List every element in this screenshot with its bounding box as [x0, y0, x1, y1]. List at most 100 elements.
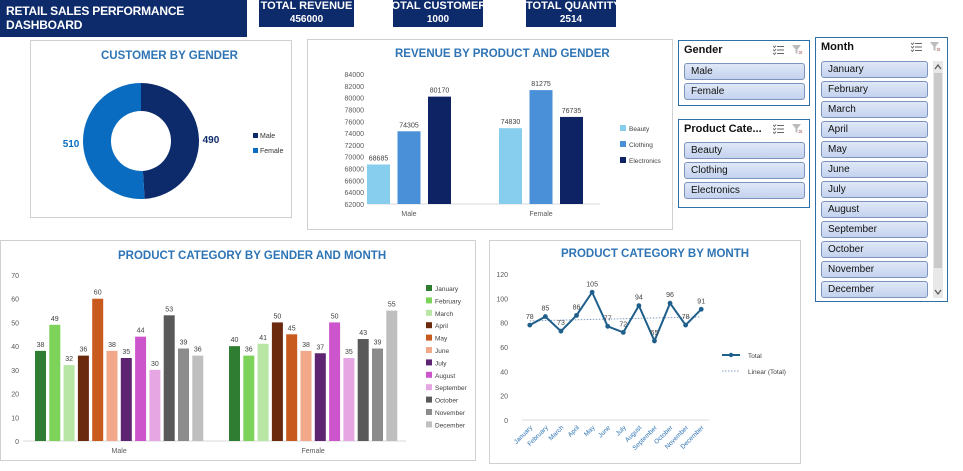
- legend-swatch: [253, 133, 258, 138]
- bar-data-label: 36: [80, 347, 88, 354]
- multi-select-icon[interactable]: [773, 45, 784, 55]
- slicer-item-march[interactable]: March: [821, 101, 928, 118]
- kpi-value: 456000: [289, 14, 324, 25]
- y-tick-label: 100: [496, 296, 508, 303]
- clear-filter-icon[interactable]: [792, 45, 803, 55]
- clear-filter-icon[interactable]: [930, 42, 941, 52]
- slicer-item-november[interactable]: November: [821, 261, 928, 278]
- slicer-item-beauty[interactable]: Beauty: [684, 142, 805, 159]
- bar-may-male: [92, 298, 104, 441]
- slicer-item-june[interactable]: June: [821, 161, 928, 178]
- y-tick-label: 64000: [345, 190, 365, 197]
- clear-filter-icon[interactable]: [792, 124, 803, 134]
- bar-data-label: 50: [331, 313, 339, 320]
- gender-donut-chart: 490 510 Male Female: [63, 83, 283, 199]
- total-point-november: [683, 322, 689, 328]
- donut-data-label: 490: [203, 135, 220, 146]
- slicer-item-male[interactable]: Male: [684, 63, 805, 80]
- legend-label: February: [435, 298, 462, 305]
- point-data-label: 77: [604, 315, 612, 322]
- point-data-label: 94: [635, 295, 643, 302]
- y-tick-label: 62000: [345, 202, 365, 209]
- slicer-item-august[interactable]: August: [821, 201, 928, 218]
- slicer-item-january[interactable]: January: [821, 61, 928, 78]
- x-tick-label: March: [548, 424, 566, 442]
- multi-select-icon[interactable]: [911, 42, 922, 52]
- slicer-item-may[interactable]: May: [821, 141, 928, 158]
- slicer-item-december[interactable]: December: [821, 281, 928, 298]
- total-series-line: [529, 290, 702, 344]
- slicer-item-october[interactable]: October: [821, 241, 928, 258]
- y-tick-label: 74000: [345, 131, 365, 138]
- bar-data-label: 39: [180, 340, 188, 347]
- bar-september-female: [343, 358, 355, 441]
- y-tick-label: 60: [500, 345, 508, 352]
- legend-swatch-marker: [728, 352, 734, 358]
- donut-slice-female: [82, 83, 145, 199]
- slicer-item-april[interactable]: April: [821, 121, 928, 138]
- legend-label: March: [435, 311, 453, 318]
- bar-july-male: [120, 358, 132, 441]
- x-tick-label: Female: [529, 211, 552, 218]
- bar-july-female: [314, 353, 326, 441]
- legend-label: Total: [748, 353, 762, 360]
- point-data-label: 65: [651, 330, 659, 337]
- kpi-value: 2514: [559, 14, 583, 25]
- legend-label: Electronics: [629, 158, 662, 165]
- bar-data-label: 37: [316, 344, 324, 351]
- donut-data-label: 510: [63, 139, 80, 150]
- bar-april-male: [77, 355, 89, 441]
- bar-data-label: 41: [259, 335, 267, 342]
- legend-swatch: [620, 125, 626, 131]
- total-point-april: [574, 312, 579, 318]
- legend-label: December: [435, 422, 466, 429]
- legend-label: November: [435, 410, 466, 417]
- y-tick-label: 30: [11, 368, 19, 375]
- slicer-item-july[interactable]: July: [821, 181, 928, 198]
- total-point-september: [652, 338, 657, 344]
- bar-february-male: [49, 324, 61, 441]
- total-point-december: [698, 306, 704, 312]
- bar-data-label: 40: [231, 337, 239, 344]
- month-slicer-scrollbar[interactable]: [933, 61, 943, 298]
- y-tick-label: 76000: [345, 119, 365, 126]
- month-slicer: Month January February March April May J…: [815, 37, 948, 302]
- slicer-item-february[interactable]: February: [821, 81, 928, 98]
- y-tick-label: 68000: [345, 167, 365, 174]
- kpi-total-quantity: TOTAL QUANTITY 2514: [526, 0, 616, 27]
- y-tick-label: 0: [15, 439, 19, 446]
- slicer-item-female[interactable]: Female: [684, 83, 805, 100]
- legend-swatch: [426, 285, 432, 291]
- revenue-bar-chart: 62000 64000 66000 68000 70000 72000 74000 76000…: [345, 72, 662, 218]
- bar-data-label: 74830: [501, 119, 521, 126]
- chart-title: PRODUCT CATEGORY BY GENDER AND MONTH: [118, 250, 387, 262]
- legend-label: May: [435, 336, 448, 343]
- bar-data-label: 38: [37, 342, 45, 349]
- bar-december-female: [386, 310, 398, 441]
- multi-select-icon[interactable]: [773, 124, 784, 134]
- chart-title: PRODUCT CATEGORY BY MONTH: [561, 248, 750, 260]
- bar-data-label: 53: [165, 306, 173, 313]
- slicer-item-electronics[interactable]: Electronics: [684, 182, 805, 199]
- point-data-label: 91: [697, 298, 705, 305]
- y-tick-label: 40: [11, 344, 19, 351]
- x-tick-label: Male: [401, 211, 416, 218]
- y-tick-label: 40: [500, 369, 508, 376]
- bar-data-label: 49: [51, 316, 59, 323]
- y-tick-label: 0: [504, 418, 508, 425]
- customer-by-gender-panel: CUSTOMER BY GENDER 490 510 Male Female: [30, 40, 292, 218]
- scrollbar-arrows: [934, 64, 942, 295]
- bar-data-label: 44: [137, 328, 145, 335]
- bar-data-label: 35: [345, 349, 353, 356]
- bar-beauty-male: [367, 164, 390, 204]
- legend-swatch: [426, 396, 432, 403]
- bar-data-label: 76735: [562, 108, 582, 115]
- slicer-item-september[interactable]: September: [821, 221, 928, 238]
- x-tick-label: April: [567, 424, 582, 439]
- slicer-item-clothing[interactable]: Clothing: [684, 162, 805, 179]
- kpi-label: TOTAL CUSTOMERS: [393, 0, 483, 12]
- kpi-label: TOTAL REVENUE: [260, 0, 353, 12]
- x-tick-label: June: [597, 424, 612, 439]
- legend-label: August: [435, 373, 455, 380]
- bar-january-female: [229, 346, 240, 441]
